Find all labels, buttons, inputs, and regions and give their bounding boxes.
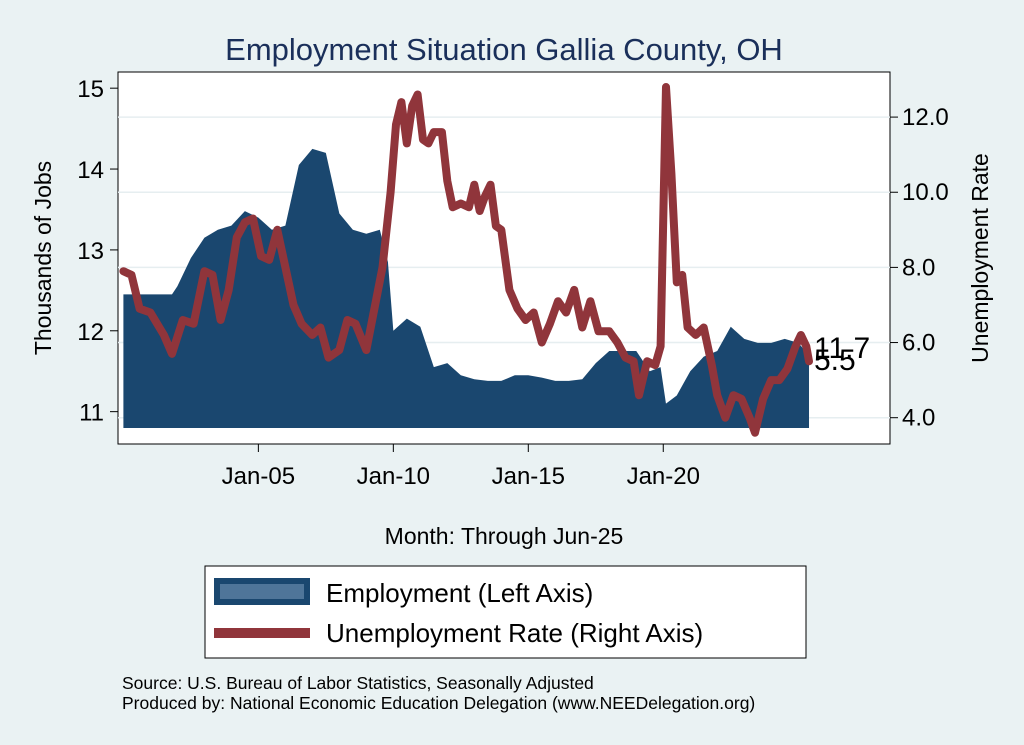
y-left-axis: 11 12 13 14 15 — [77, 76, 118, 427]
legend-label-employment: Employment (Left Axis) — [326, 578, 593, 608]
producer-note: Produced by: National Economic Education… — [122, 693, 755, 713]
x-tick-label-2: Jan-15 — [492, 463, 565, 490]
end-label-employment: 11.7 — [814, 332, 870, 365]
y-left-tick-label-0: 11 — [79, 400, 104, 427]
y-left-tick-label-2: 13 — [77, 238, 104, 265]
x-axis-title: Month: Through Jun-25 — [385, 523, 624, 549]
legend-swatch-employment-inner — [220, 584, 304, 599]
unemployment-path — [119, 83, 813, 437]
legend: Employment (Left Axis) Unemployment Rate… — [204, 565, 807, 659]
y-left-tick-label-4: 15 — [77, 76, 104, 103]
x-tick-label-0: Jan-05 — [222, 463, 295, 490]
y-left-axis-title: Thousands of Jobs — [30, 161, 56, 355]
y-right-tick-label-1: 6.0 — [902, 330, 935, 357]
source-note: Source: U.S. Bureau of Labor Statistics,… — [122, 673, 594, 693]
y-right-tick-label-2: 8.0 — [902, 254, 935, 281]
end-label-unemployment: 5.5 — [814, 344, 856, 377]
y-right-tick-label-0: 4.0 — [902, 405, 935, 432]
y-left-tick-label-3: 14 — [77, 157, 104, 184]
y-right-axis-title: Unemployment Rate — [967, 153, 993, 363]
y-right-tick-label-3: 10.0 — [902, 179, 949, 206]
legend-label-unemployment: Unemployment Rate (Right Axis) — [326, 618, 703, 648]
employment-bars — [123, 148, 810, 428]
chart-title: Employment Situation Gallia County, OH — [225, 32, 783, 67]
employment-area — [123, 148, 810, 428]
x-axis: Jan-05 Jan-10 Jan-15 Jan-20 — [222, 444, 700, 490]
y-left-tick-label-1: 12 — [77, 319, 104, 346]
y-right-axis: 4.0 6.0 8.0 10.0 12.0 — [890, 104, 949, 432]
x-tick-label-1: Jan-10 — [357, 463, 430, 490]
unemployment-line — [119, 83, 813, 437]
x-tick-label-3: Jan-20 — [627, 463, 700, 490]
y-right-tick-label-4: 12.0 — [902, 104, 949, 131]
